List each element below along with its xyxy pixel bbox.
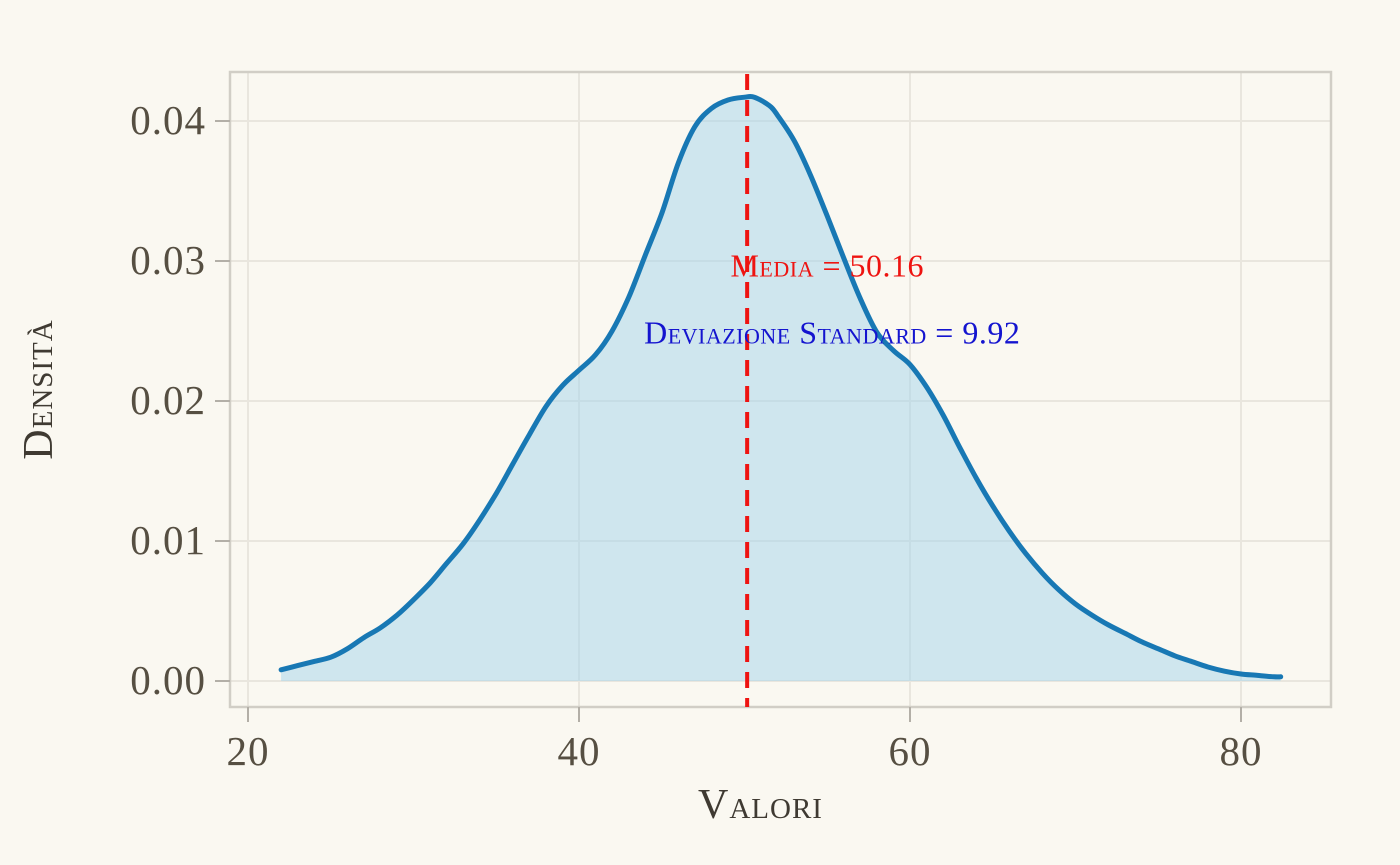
y-tick-label: 0.01 xyxy=(130,517,206,563)
x-tick-label: 40 xyxy=(558,728,601,774)
y-tick-label: 0.04 xyxy=(130,97,206,143)
y-tick-label: 0.00 xyxy=(130,657,206,703)
y-tick-label: 0.03 xyxy=(130,237,206,283)
density-area xyxy=(281,96,1281,681)
annotation-deviazione-standard: Deviazione Standard = 9.92 xyxy=(644,315,1020,351)
panel-border xyxy=(228,70,1333,709)
annotation-media: Media = 50.16 xyxy=(730,247,924,283)
x-axis-title: Valori xyxy=(698,782,823,828)
y-axis-title: Densità xyxy=(16,319,62,459)
density-curve xyxy=(278,93,1284,680)
x-tick-label: 60 xyxy=(889,728,932,774)
y-tick-label: 0.02 xyxy=(130,377,206,423)
x-tick-label: 20 xyxy=(227,728,270,774)
x-tick-label: 80 xyxy=(1220,728,1263,774)
